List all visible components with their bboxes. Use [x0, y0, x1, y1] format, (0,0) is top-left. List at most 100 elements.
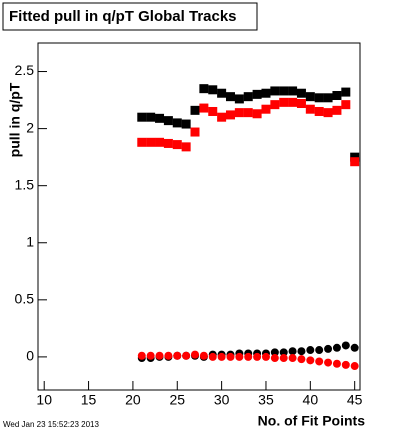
square-marker — [137, 137, 147, 147]
square-marker — [288, 97, 298, 107]
square-marker — [146, 137, 156, 147]
circle-marker — [306, 356, 315, 365]
y-tick-label: 1.5 — [15, 176, 35, 192]
circle-marker — [261, 352, 270, 361]
circle-marker — [191, 350, 200, 359]
circle-marker — [332, 343, 341, 352]
y-tick-label: 1 — [26, 233, 34, 249]
x-tick-label: 10 — [36, 392, 52, 408]
circle-marker — [350, 362, 359, 371]
y-tick-label: 2.5 — [15, 62, 35, 78]
x-tick-label: 25 — [169, 392, 185, 408]
square-marker — [217, 112, 227, 122]
square-marker — [163, 138, 173, 148]
square-marker — [332, 91, 342, 101]
circle-marker — [244, 352, 253, 361]
square-marker — [332, 105, 342, 115]
square-marker — [323, 93, 333, 103]
square-marker — [217, 88, 227, 98]
circle-marker — [288, 347, 297, 356]
circle-marker — [199, 351, 208, 360]
square-marker — [350, 157, 360, 167]
circle-marker — [164, 351, 173, 360]
square-marker — [243, 108, 253, 118]
square-marker — [190, 105, 200, 115]
circle-marker — [208, 352, 217, 361]
circle-marker — [297, 355, 306, 364]
square-marker — [270, 100, 280, 110]
square-marker — [261, 88, 271, 98]
square-marker — [137, 112, 147, 122]
square-marker — [190, 127, 200, 137]
circle-marker — [332, 359, 341, 368]
square-marker — [305, 92, 315, 102]
square-marker — [350, 152, 360, 162]
circle-marker — [146, 351, 155, 360]
plot-frame — [37, 42, 361, 391]
square-marker — [341, 100, 351, 110]
x-tick-label: 20 — [125, 392, 141, 408]
square-marker — [199, 84, 209, 94]
x-tick-label: 45 — [347, 392, 363, 408]
square-marker — [181, 142, 191, 152]
y-tick-label: 2 — [26, 119, 34, 135]
circle-marker — [315, 357, 324, 366]
square-marker — [243, 92, 253, 102]
square-marker — [288, 86, 298, 96]
circle-marker — [341, 341, 350, 350]
square-marker — [208, 85, 218, 95]
circle-marker — [324, 344, 333, 353]
circle-marker — [306, 346, 315, 355]
x-axis-label: No. of Fit Points — [258, 413, 366, 429]
title-box — [2, 2, 258, 31]
square-marker — [279, 97, 289, 107]
circle-marker — [226, 352, 235, 361]
circle-marker — [217, 352, 226, 361]
square-marker — [270, 86, 280, 96]
square-marker — [225, 110, 235, 120]
square-marker — [314, 106, 324, 116]
square-marker — [234, 108, 244, 118]
circle-marker — [270, 348, 279, 357]
square-marker — [155, 137, 165, 147]
circle-marker — [173, 351, 182, 360]
square-marker — [155, 113, 165, 123]
timestamp: Wed Jan 23 15:52:23 2013 — [3, 420, 99, 429]
circle-marker — [324, 358, 333, 367]
square-marker — [279, 86, 289, 96]
square-marker — [181, 119, 191, 129]
chart-title: Fitted pull in q/pT Global Tracks — [9, 8, 237, 25]
square-marker — [323, 108, 333, 118]
square-marker — [146, 112, 156, 122]
circle-marker — [350, 343, 359, 352]
square-marker — [208, 106, 218, 116]
x-tick-label: 30 — [214, 392, 230, 408]
circle-marker — [315, 346, 324, 355]
circle-marker — [270, 354, 279, 363]
square-marker — [234, 94, 244, 104]
square-marker — [341, 87, 351, 97]
x-tick-label: 15 — [81, 392, 97, 408]
square-marker — [172, 118, 182, 128]
square-marker — [305, 104, 315, 114]
circle-marker — [137, 351, 146, 360]
x-tick-label: 35 — [258, 392, 274, 408]
y-axis-label: pull in q/pT — [7, 82, 23, 157]
square-marker — [199, 103, 209, 113]
circle-marker — [288, 354, 297, 363]
square-marker — [172, 140, 182, 150]
circle-marker — [235, 352, 244, 361]
square-marker — [225, 92, 235, 102]
square-marker — [296, 88, 306, 98]
y-tick-label: 0.5 — [15, 291, 35, 307]
circle-marker — [297, 347, 306, 356]
x-tick-label: 40 — [303, 392, 319, 408]
square-marker — [261, 104, 271, 114]
circle-marker — [279, 354, 288, 363]
circle-marker — [182, 351, 191, 360]
circle-marker — [341, 360, 350, 369]
square-marker — [314, 93, 324, 103]
circle-marker — [279, 348, 288, 357]
